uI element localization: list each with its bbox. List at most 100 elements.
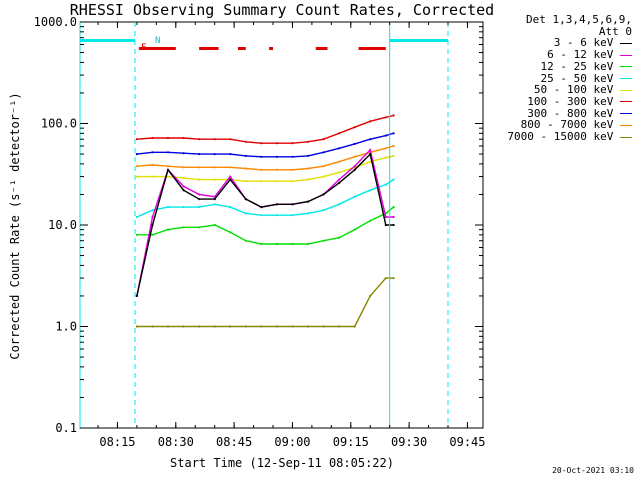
data-point (306, 154, 310, 157)
data-point (198, 325, 201, 328)
data-point (166, 175, 170, 178)
data-point (229, 175, 232, 178)
data-point (229, 231, 232, 234)
series-line-25-50-keVkev (136, 179, 394, 218)
legend-header-line-1: Det 1,3,4,5,6,9, (526, 13, 632, 26)
flare-flag-segment (138, 47, 176, 50)
data-point (198, 138, 201, 141)
data-point (392, 154, 395, 157)
legend-swatch (620, 136, 632, 138)
status-bars (80, 39, 449, 50)
data-point (151, 209, 154, 212)
data-point (369, 189, 372, 192)
data-point (338, 325, 341, 328)
data-point (198, 226, 201, 229)
legend-header-line-2: Att 0 (598, 24, 632, 38)
legend-entry: 6 - 12 keV (507, 49, 632, 61)
data-point (213, 153, 216, 156)
data-point (198, 178, 201, 181)
data-point (384, 147, 387, 150)
data-point (353, 228, 356, 231)
flare-flag-segment (199, 47, 219, 50)
legend-swatch (620, 42, 632, 44)
data-point (151, 325, 154, 328)
legend-swatch (620, 113, 632, 115)
data-point (213, 223, 216, 227)
data-point (338, 181, 341, 184)
flare-flag-segment (238, 47, 246, 50)
data-point (338, 160, 341, 163)
data-point (322, 239, 325, 242)
data-point (244, 239, 247, 242)
data-point (135, 233, 138, 236)
data-point (369, 219, 372, 222)
night-flag-label: N (155, 36, 160, 46)
data-point (260, 214, 263, 217)
series-line-800-7000-keVkev (136, 145, 394, 171)
data-point (166, 168, 170, 171)
data-point (353, 325, 356, 328)
legend-swatch (620, 124, 632, 126)
data-point (260, 242, 263, 246)
legend-swatch (620, 89, 632, 91)
data-point (384, 277, 387, 280)
data-point (260, 142, 263, 145)
data-point (322, 193, 325, 196)
data-point (260, 155, 263, 158)
x-tick-label: 09:45 (449, 435, 485, 449)
data-point (322, 209, 325, 212)
data-point (182, 226, 185, 229)
data-point (353, 142, 356, 145)
data-point (182, 136, 185, 140)
data-point (322, 151, 325, 154)
data-point (306, 140, 310, 143)
data-point (229, 153, 232, 156)
data-point (151, 175, 154, 178)
data-point (166, 228, 170, 231)
data-point (384, 134, 387, 137)
data-point (275, 242, 278, 246)
legend-swatch (620, 66, 632, 68)
data-point (182, 177, 185, 180)
data-point (369, 138, 372, 141)
y-tick-label: 10.0 (48, 218, 77, 232)
legend-entry: 800 - 7000 keV (507, 119, 632, 131)
data-point (275, 214, 278, 217)
data-point (291, 325, 294, 328)
y-tick-label: 1000.0 (34, 15, 77, 29)
data-point (260, 325, 263, 328)
data-point (369, 120, 372, 123)
y-tick-label: 1.0 (55, 320, 77, 334)
data-point (166, 206, 170, 209)
data-point (213, 138, 216, 141)
data-point (392, 114, 395, 117)
data-point (229, 166, 232, 169)
legend-entry-label: 25 - 50 keV (540, 71, 620, 85)
data-point (275, 203, 278, 206)
data-point (338, 178, 341, 181)
data-point (392, 215, 395, 219)
legend-entry-label: 7000 - 15000 keV (507, 130, 620, 144)
data-point (338, 132, 341, 135)
data-point (384, 116, 387, 119)
data-point (198, 153, 201, 156)
data-point (353, 155, 356, 158)
data-point (135, 138, 138, 141)
series-line-3-6-keVkev (136, 152, 394, 297)
data-point (198, 193, 201, 196)
data-point (135, 175, 138, 178)
series-lines (135, 114, 395, 328)
flare-flag-label: F (141, 43, 146, 53)
night-status-bar (389, 39, 449, 42)
data-point (260, 180, 263, 183)
data-point (392, 277, 395, 280)
data-point (182, 206, 185, 209)
data-point (338, 147, 341, 150)
legend-entry-label: 6 - 12 keV (547, 48, 620, 62)
data-point (229, 178, 232, 181)
data-point (392, 178, 395, 181)
data-point (384, 215, 387, 219)
x-axis-label: Start Time (12-Sep-11 08:05:22) (170, 456, 394, 470)
legend-swatch (620, 101, 632, 103)
data-point (306, 178, 310, 181)
